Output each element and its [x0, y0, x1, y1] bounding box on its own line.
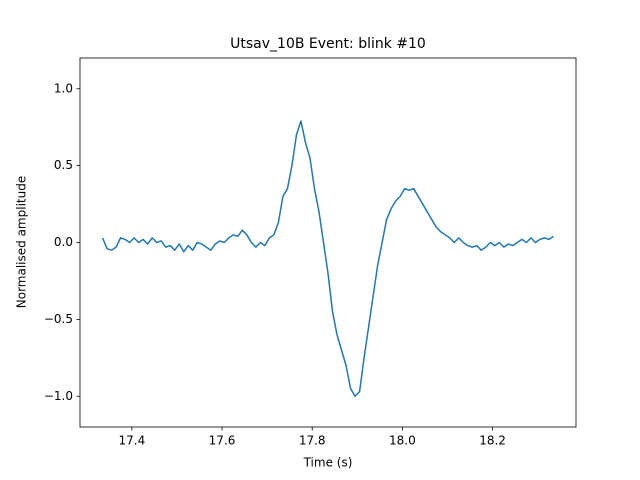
y-tick-label: −1.0	[44, 389, 73, 403]
data-line	[101, 120, 554, 397]
y-tick-label: 1.0	[54, 81, 73, 95]
x-tick-label: 17.4	[118, 434, 145, 448]
x-tick-label: 17.6	[209, 434, 236, 448]
chart-title: Utsav_10B Event: blink #10	[230, 36, 426, 52]
y-tick-label: 0.5	[54, 158, 73, 172]
x-tick-label: 17.8	[299, 434, 326, 448]
axes-frame	[79, 57, 577, 428]
x-axis-label: Time (s)	[303, 456, 353, 470]
y-tick-label: 0.0	[54, 235, 73, 249]
x-tick-label: 18.2	[479, 434, 506, 448]
y-tick-label: −0.5	[44, 312, 73, 326]
y-axis-label: Normalised amplitude	[15, 176, 29, 308]
x-tick-label: 18.0	[389, 434, 416, 448]
